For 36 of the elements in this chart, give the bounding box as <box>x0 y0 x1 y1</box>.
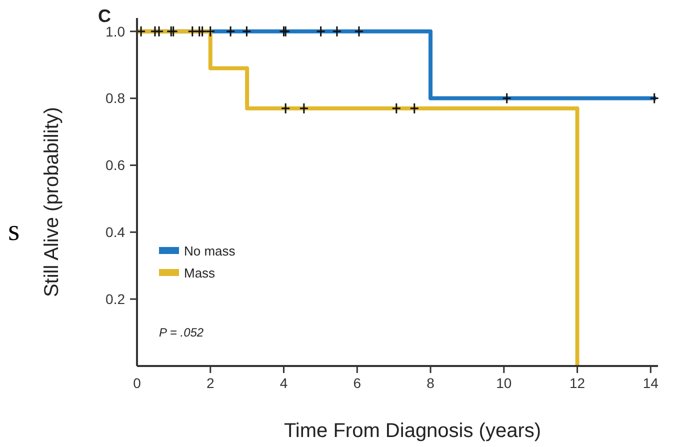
text: s <box>8 214 20 247</box>
point <box>154 26 164 38</box>
x-tick-label: 0 <box>133 375 142 391</box>
x-tick-label: 14 <box>642 375 659 391</box>
point <box>188 26 198 38</box>
point <box>410 102 420 114</box>
point <box>332 26 342 38</box>
annotation: P = .052 <box>159 326 204 340</box>
point <box>242 26 252 38</box>
legend-label: No mass <box>184 244 236 259</box>
x-tick-label: 2 <box>206 375 214 391</box>
point <box>280 102 290 114</box>
x-axis-title: Time From Diagnosis (years) <box>284 420 542 442</box>
point <box>226 26 236 38</box>
chart-title: C <box>98 6 111 26</box>
y-tick-label: 0.2 <box>106 290 126 307</box>
point <box>650 92 660 104</box>
x-tick-label: 8 <box>426 375 435 391</box>
y-tick-label: 0.4 <box>106 224 126 240</box>
point <box>392 102 402 114</box>
point <box>354 26 364 38</box>
legend-label: Mass <box>184 266 216 281</box>
x-tick-label: 12 <box>569 375 586 391</box>
y-tick-label: 1.0 <box>106 23 126 40</box>
y-axis-title: Still Alive (probability) <box>41 106 63 298</box>
point <box>502 92 512 104</box>
y-tick-label: 0.8 <box>106 90 126 106</box>
x-tick-label: 6 <box>353 375 362 391</box>
x-tick-label: 4 <box>280 375 288 391</box>
x-tick-label: 10 <box>496 375 512 391</box>
point <box>206 26 216 38</box>
point <box>198 26 208 38</box>
point <box>168 26 178 38</box>
point <box>299 102 309 114</box>
y-tick-label: 0.6 <box>106 157 126 174</box>
point <box>316 26 326 38</box>
